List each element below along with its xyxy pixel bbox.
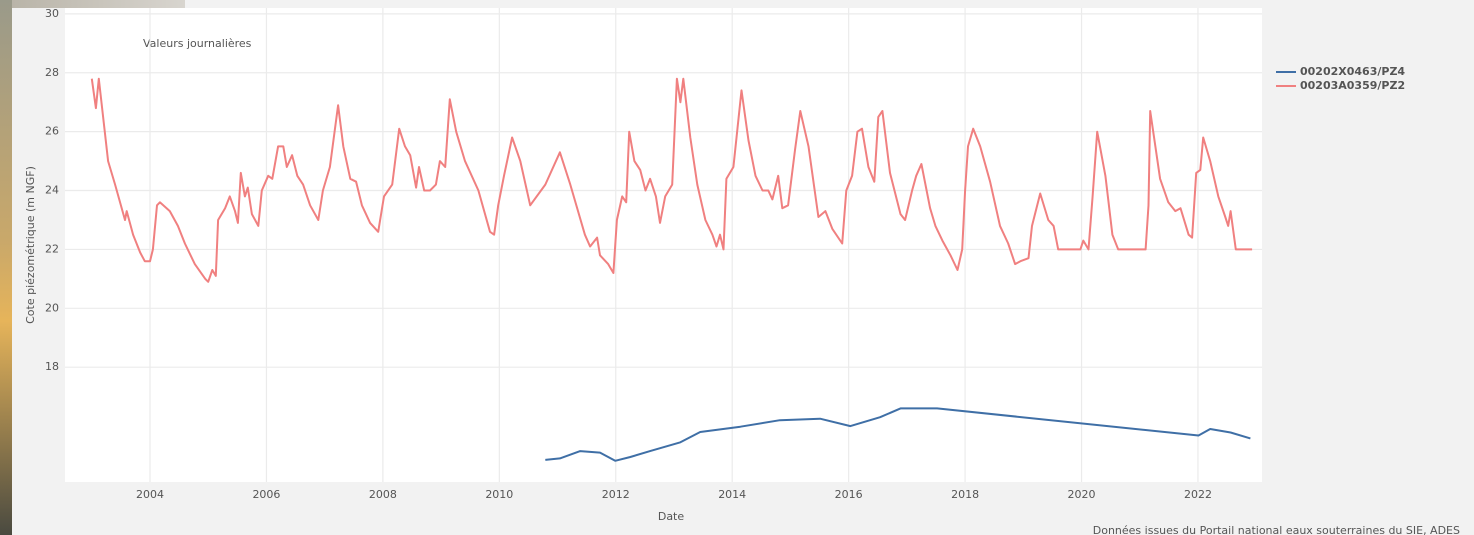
x-tick-label: 2020 (1068, 488, 1096, 501)
y-tick-label: 20 (45, 301, 59, 314)
x-tick-label: 2006 (252, 488, 280, 501)
x-tick-label: 2018 (951, 488, 979, 501)
x-tick-label: 2010 (485, 488, 513, 501)
x-tick-label: 2022 (1184, 488, 1212, 501)
y-tick-label: 22 (45, 242, 59, 255)
y-tick-label: 18 (45, 360, 59, 373)
x-axis-label: Date (658, 510, 685, 523)
y-tick-label: 28 (45, 66, 59, 79)
chart: Valeurs journalières Cote piézométrique … (0, 0, 1474, 535)
legend-label: 00202X0463/PZ4 (1300, 65, 1405, 78)
x-tick-label: 2008 (369, 488, 397, 501)
x-tick-label: 2004 (136, 488, 164, 501)
x-tick-label: 2016 (835, 488, 863, 501)
annotation: Valeurs journalières (143, 37, 252, 50)
page: Valeurs journalières Cote piézométrique … (0, 0, 1474, 535)
legend-label: 00203A0359/PZ2 (1300, 79, 1405, 92)
y-tick-label: 26 (45, 125, 59, 138)
x-tick-label: 2012 (602, 488, 630, 501)
caption: Données issues du Portail national eaux … (1093, 524, 1460, 535)
x-tick-label: 2014 (718, 488, 746, 501)
y-axis-label: Cote piézométrique (m NGF) (24, 166, 37, 324)
y-tick-label: 30 (45, 7, 59, 20)
y-tick-label: 24 (45, 184, 59, 197)
